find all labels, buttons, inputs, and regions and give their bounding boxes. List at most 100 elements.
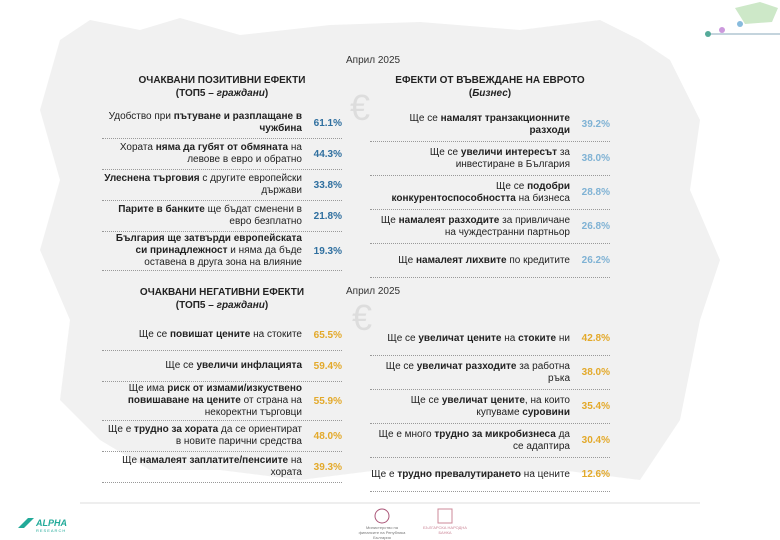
row-value: 28.8%	[581, 187, 610, 198]
logo-caption: БЪЛГАРСКА НАРОДНА БАНКА	[423, 525, 467, 535]
row-label: Ще се увеличи интересът за инвестиране в…	[370, 147, 570, 171]
text-part: няма да губят от обмяната	[155, 142, 289, 153]
text-part: Парите в банките	[118, 204, 205, 215]
row-value: 38.0%	[581, 153, 610, 164]
row-value: 42.8%	[581, 333, 610, 344]
row: Ще намалеят разходите за привличане на ч…	[370, 210, 610, 244]
row-value: 21.8%	[313, 210, 342, 222]
text-part: Ще се	[387, 332, 419, 344]
text-part: по кредитите	[506, 254, 570, 266]
row-label: Удобство при пътуване и разплащане в чуж…	[102, 111, 302, 135]
row: Ще има риск от измами/изкуствено повишав…	[102, 382, 342, 421]
row-value: 30.4%	[581, 435, 610, 446]
row-label: Ще е трудно за хората да се ориентират в…	[102, 424, 302, 448]
text-part: (	[468, 88, 473, 99]
euro-icon: €	[350, 87, 370, 128]
text-part: (ТОП5 –	[175, 88, 217, 99]
text-part: , на които купуваме	[476, 394, 570, 418]
text-part: Ще се	[496, 180, 528, 192]
text-part: трудно за микробизнеса	[434, 428, 556, 440]
row-value: 12.6%	[581, 469, 610, 480]
text-part: за привличане на чуждестранни партньор	[444, 214, 570, 238]
text-part: суровини	[522, 406, 570, 418]
row-label: Ще се повишат цените на стоките	[102, 329, 302, 341]
text-part: увеличи интересът	[460, 146, 558, 158]
section-subtitle: (Бизнес)	[370, 87, 610, 100]
text-part: намалеят лихвите	[416, 254, 507, 266]
row: Ще е трудно превалутирането на цените 12.…	[370, 458, 610, 492]
text-part: за работна ръка	[516, 360, 570, 384]
logo	[437, 508, 453, 524]
logo	[374, 508, 390, 524]
text-part: Хората	[119, 142, 156, 153]
row: Ще се увеличи инфлацията 59.4%	[102, 351, 342, 382]
row: Ще е трудно за хората да се ориентират в…	[102, 421, 342, 452]
text-part: граждани	[216, 88, 265, 99]
text-part: риск от измами/изкуствено повишаване на …	[127, 383, 302, 406]
logo-caption: Министерство на финансите на Република Б…	[358, 525, 406, 540]
row-value: 65.5%	[313, 329, 342, 341]
text-part: на левове в евро и обратно	[187, 142, 302, 165]
section-subtitle: (ТОП5 – граждани)	[102, 87, 342, 100]
text-part: Ще е	[371, 468, 398, 480]
row-value: 61.1%	[313, 117, 342, 129]
text-part: Ще е много	[378, 428, 435, 440]
text-part: Бизнес	[472, 88, 508, 99]
row: Ще намалеят заплатите/пенсиите на хората…	[102, 452, 342, 483]
row: Ще се намалят транзакционните разходи 39.…	[370, 108, 610, 142]
text-part: Ще	[398, 254, 417, 266]
text-part: Ще се	[410, 394, 442, 406]
row-value: 35.4%	[581, 401, 610, 412]
text-part: увеличат цените	[418, 332, 502, 344]
text-part: намалят транзакционните разходи	[440, 112, 570, 136]
row-value: 19.3%	[313, 245, 342, 257]
euro-icon: €	[352, 297, 372, 338]
row-label: Ще се увеличат разходите за работна ръка	[370, 361, 570, 385]
text-part: Ще има	[128, 383, 168, 394]
text-part: ще бъдат сменени в евро безплатно	[204, 204, 302, 227]
row-label: Улеснена търговия с другите европейски д…	[102, 173, 302, 197]
text-part: Ще	[380, 214, 399, 226]
text-part: )	[264, 300, 269, 311]
text-part: трудно за хората	[134, 424, 219, 435]
text-part: и няма да бъде оставена в друга зона на …	[144, 245, 302, 268]
text-part: от страна на некоректни търговци	[204, 395, 302, 418]
row-label: Ще намалеят заплатите/пенсиите на хората	[102, 455, 302, 479]
date: Април 2025	[346, 286, 401, 297]
row-label: Ще е трудно превалутирането на цените	[370, 469, 570, 481]
section: ОЧАКВАНИ ПОЗИТИВНИ ЕФЕКТИ (ТОП5 – граждан…	[102, 74, 342, 271]
row: Ще е много трудно за микробизнеса да се …	[370, 424, 610, 458]
text-part: да се адаптира	[512, 428, 570, 452]
text-part: България ще затвърди европейската си при…	[115, 233, 302, 256]
row-label: България ще затвърди европейската си при…	[102, 233, 302, 269]
date: Април 2025	[346, 55, 401, 66]
text-part: за инвестиране в България	[455, 146, 570, 170]
row-value: 39.2%	[581, 119, 610, 130]
deco-dot	[705, 31, 711, 37]
brand: ALPHA	[36, 518, 67, 528]
mini-map	[735, 2, 778, 24]
text-part: Ще	[122, 455, 140, 466]
row-label: Ще има риск от измами/изкуствено повишав…	[102, 383, 302, 419]
row: Ще се повишат цените на стоките 65.5%	[102, 320, 342, 351]
row-value: 48.0%	[313, 430, 342, 442]
row-value: 44.3%	[313, 148, 342, 160]
brand-sub: RESEARCH	[36, 528, 67, 533]
row: Ще се увеличат разходите за работна ръка…	[370, 356, 610, 390]
row: Улеснена търговия с другите европейски д…	[102, 170, 342, 201]
row-label: Ще намалеят разходите за привличане на ч…	[370, 215, 570, 239]
row: Ще се увеличат цените, на които купуваме…	[370, 390, 610, 424]
text-part: (ТОП5 –	[175, 300, 217, 311]
text-part: )	[264, 88, 269, 99]
text-part: граждани	[216, 300, 265, 311]
deco-dot	[737, 21, 743, 27]
row-value: 33.8%	[313, 179, 342, 191]
text-part: трудно превалутирането	[397, 468, 522, 480]
text-part: Ще се	[429, 146, 461, 158]
row-label: Ще се увеличат цените на стоките ни	[370, 333, 570, 345]
text-part: увеличи инфлацията	[196, 360, 302, 371]
row: Парите в банките ще бъдат сменени в евро…	[102, 201, 342, 232]
row: Ще се подобри конкурентоспособността на …	[370, 176, 610, 210]
